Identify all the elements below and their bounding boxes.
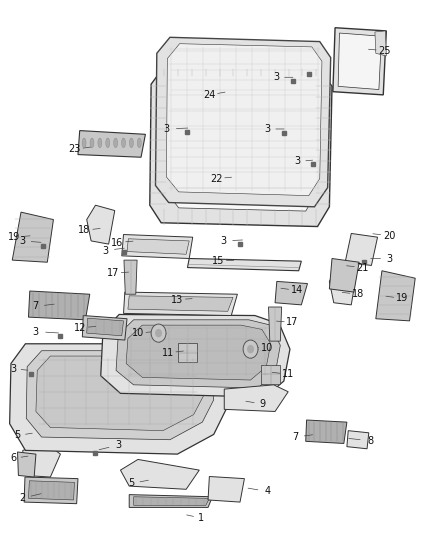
Text: 12: 12 [74, 323, 86, 333]
Polygon shape [128, 296, 233, 311]
Text: 19: 19 [8, 232, 21, 242]
Text: 3: 3 [220, 236, 226, 246]
Text: 5: 5 [128, 479, 134, 488]
Polygon shape [12, 212, 53, 262]
Ellipse shape [137, 138, 141, 148]
Text: 21: 21 [357, 263, 369, 272]
Text: 14: 14 [291, 286, 303, 295]
Text: 9: 9 [260, 399, 266, 409]
Polygon shape [178, 343, 197, 362]
Text: 3: 3 [115, 440, 121, 450]
Text: 22: 22 [211, 174, 223, 183]
Text: 13: 13 [171, 295, 184, 304]
Polygon shape [124, 260, 137, 294]
Polygon shape [329, 265, 357, 305]
Polygon shape [155, 37, 331, 207]
Text: 3: 3 [295, 157, 301, 166]
Text: 3: 3 [273, 72, 279, 82]
Polygon shape [333, 28, 386, 95]
Text: 24: 24 [203, 90, 215, 100]
Polygon shape [78, 131, 145, 157]
Polygon shape [224, 385, 288, 411]
Text: 15: 15 [212, 256, 224, 266]
Polygon shape [375, 31, 386, 56]
Ellipse shape [106, 138, 110, 148]
Text: 11: 11 [282, 369, 294, 379]
Polygon shape [376, 271, 415, 321]
Text: 10: 10 [132, 328, 144, 338]
Polygon shape [329, 259, 359, 292]
Text: 3: 3 [10, 364, 16, 374]
Polygon shape [261, 365, 280, 384]
Polygon shape [87, 205, 115, 244]
Polygon shape [166, 44, 322, 196]
Polygon shape [268, 307, 282, 341]
Ellipse shape [114, 138, 117, 148]
Polygon shape [26, 351, 214, 440]
Text: 16: 16 [111, 238, 124, 247]
Polygon shape [82, 316, 127, 340]
Polygon shape [150, 68, 332, 227]
Polygon shape [167, 76, 318, 211]
Polygon shape [306, 420, 347, 443]
Ellipse shape [130, 138, 133, 148]
Text: 4: 4 [264, 487, 270, 496]
Circle shape [151, 324, 166, 342]
Circle shape [155, 329, 162, 337]
Text: 23: 23 [68, 144, 81, 154]
Polygon shape [129, 495, 212, 507]
Text: 3: 3 [264, 124, 270, 134]
Polygon shape [275, 281, 307, 305]
Polygon shape [120, 459, 199, 489]
Text: 6: 6 [10, 454, 16, 463]
Text: 17: 17 [107, 269, 119, 278]
Text: 3: 3 [102, 246, 108, 255]
Text: 10: 10 [261, 343, 273, 353]
Polygon shape [28, 291, 90, 320]
Polygon shape [10, 344, 227, 454]
Polygon shape [28, 481, 74, 500]
Polygon shape [87, 318, 124, 336]
Text: 20: 20 [383, 231, 395, 240]
Text: 17: 17 [286, 318, 299, 327]
Text: 1: 1 [198, 513, 205, 523]
Polygon shape [116, 320, 280, 388]
Ellipse shape [98, 138, 102, 148]
Polygon shape [345, 233, 378, 265]
Ellipse shape [122, 138, 126, 148]
Circle shape [247, 345, 254, 353]
Polygon shape [18, 452, 36, 477]
Circle shape [243, 340, 258, 358]
Polygon shape [338, 33, 381, 90]
Text: 3: 3 [19, 236, 25, 246]
Text: 2: 2 [19, 494, 25, 503]
Text: 18: 18 [352, 289, 364, 299]
Text: 3: 3 [387, 254, 393, 263]
Polygon shape [134, 497, 209, 505]
Text: 8: 8 [367, 436, 373, 446]
Text: 19: 19 [396, 294, 408, 303]
Text: 11: 11 [162, 348, 174, 358]
Polygon shape [23, 443, 60, 477]
Polygon shape [36, 356, 204, 431]
Ellipse shape [82, 138, 86, 148]
Text: 3: 3 [163, 124, 170, 134]
Polygon shape [208, 477, 244, 502]
Polygon shape [127, 239, 189, 254]
Text: 18: 18 [78, 225, 91, 235]
Ellipse shape [90, 138, 94, 148]
Polygon shape [126, 325, 271, 380]
Polygon shape [101, 314, 290, 397]
Text: 7: 7 [32, 302, 38, 311]
Polygon shape [24, 477, 78, 504]
Text: 7: 7 [293, 432, 299, 442]
Polygon shape [347, 431, 369, 449]
Text: 3: 3 [32, 327, 38, 336]
Polygon shape [122, 235, 193, 259]
Polygon shape [124, 292, 237, 316]
Polygon shape [187, 259, 301, 271]
Text: 25: 25 [378, 46, 391, 55]
Text: 5: 5 [14, 431, 21, 440]
